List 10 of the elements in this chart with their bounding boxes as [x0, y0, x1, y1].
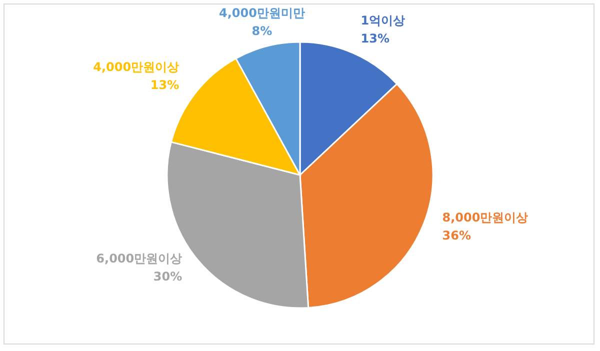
data-label: 8%: [252, 24, 272, 38]
slice-label: 6,000만원이상: [96, 252, 182, 266]
data-label: 30%: [153, 270, 182, 284]
data-label: 13%: [150, 78, 180, 92]
data-label: 36%: [442, 228, 471, 242]
slice-label: 1억이상: [360, 14, 406, 28]
data-label: 13%: [360, 32, 390, 46]
slice-label: 4,000만원미만: [218, 6, 305, 20]
slice-label: 8,000만원이상: [442, 210, 528, 224]
slice-label: 4,000만원이상: [93, 60, 180, 74]
